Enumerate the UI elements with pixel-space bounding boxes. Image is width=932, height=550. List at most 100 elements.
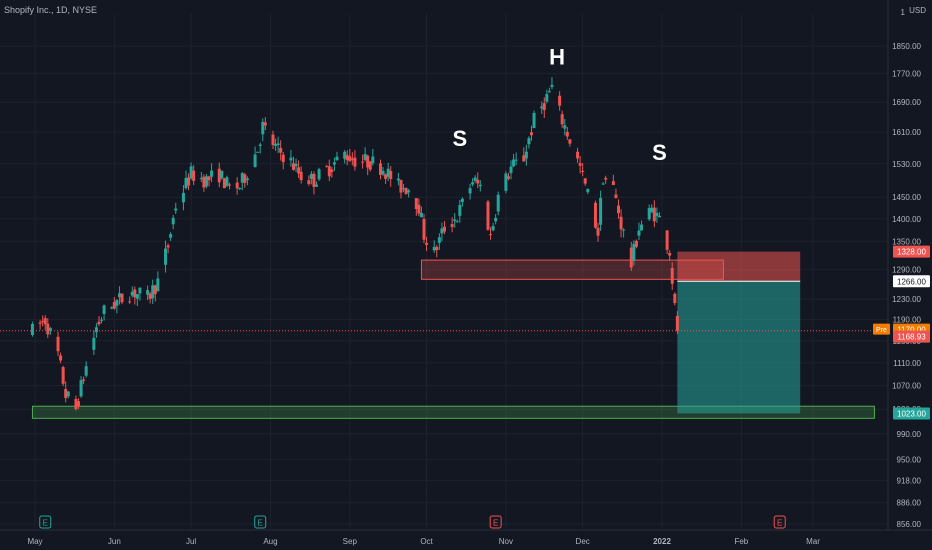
price-axis-tick-label: 1450.00	[892, 193, 921, 202]
candle	[164, 240, 168, 273]
candle	[187, 173, 191, 191]
candle	[174, 202, 178, 215]
candle	[151, 279, 155, 304]
candle	[345, 150, 349, 166]
candle	[425, 236, 429, 251]
candle-body	[560, 114, 564, 125]
candle-body	[294, 163, 298, 167]
zone-support	[31, 405, 875, 419]
candle	[207, 175, 211, 187]
earnings-marker-letter: E	[777, 519, 782, 528]
candle-body	[151, 285, 155, 299]
candle-body	[281, 154, 285, 163]
candle-body	[453, 219, 457, 221]
candle-body	[599, 197, 603, 225]
candle	[407, 188, 411, 198]
price-axis-tick-label: 1290.00	[892, 266, 921, 275]
candle	[189, 162, 193, 180]
candle-body	[238, 187, 242, 189]
candle-body	[384, 174, 388, 179]
candle	[199, 171, 203, 183]
candle	[41, 315, 45, 327]
time-axis-label: Mar	[806, 537, 820, 546]
candle-body	[325, 166, 329, 168]
candle	[471, 178, 475, 187]
pattern-label: H	[549, 45, 565, 70]
candle	[156, 271, 160, 292]
candle-body	[117, 293, 121, 298]
candle-body	[419, 212, 423, 218]
candle-body	[665, 230, 669, 250]
earnings-marker-letter: E	[43, 519, 48, 528]
candle-body	[228, 184, 231, 186]
candle-body	[593, 202, 597, 228]
candle	[238, 187, 242, 191]
candle-body	[611, 181, 615, 186]
candle	[486, 199, 490, 231]
candle-body	[417, 204, 421, 214]
candle-body	[276, 143, 280, 146]
price-axis-tick-label: 1350.00	[892, 237, 921, 246]
candle	[542, 97, 546, 119]
candle	[560, 110, 564, 128]
candle	[568, 138, 572, 147]
candle	[258, 142, 262, 154]
candle-body	[604, 177, 608, 180]
candle-body	[202, 176, 206, 188]
candle-body	[348, 156, 352, 162]
candle	[673, 292, 677, 306]
candle	[599, 190, 603, 231]
candle	[117, 286, 121, 305]
price-tag-box	[893, 275, 930, 288]
price-axis-tick-label: 1850.00	[892, 42, 921, 51]
candle	[135, 293, 139, 307]
time-axis-label: May	[27, 537, 42, 546]
price-tag-value: 1266.00	[897, 277, 926, 286]
candle	[506, 172, 510, 181]
price-tag: 1023.00	[893, 407, 930, 420]
short-position-stop-zone	[677, 251, 801, 282]
candle	[361, 154, 365, 169]
candle-body	[468, 188, 472, 194]
candle-body	[542, 103, 546, 111]
candle	[315, 181, 319, 187]
candle	[432, 240, 436, 253]
price-tag: 1266.00	[893, 275, 930, 288]
candle	[453, 213, 457, 228]
candle	[670, 262, 674, 290]
candle	[593, 200, 597, 229]
candle	[442, 221, 446, 235]
candle	[640, 220, 644, 231]
candle	[97, 316, 101, 327]
candle	[332, 157, 336, 171]
candle-body	[432, 246, 436, 251]
candle-body	[297, 167, 301, 174]
candle	[647, 204, 651, 221]
candle-body	[135, 293, 139, 299]
candle	[153, 284, 157, 302]
candle	[225, 175, 229, 187]
candle-body	[343, 151, 347, 159]
candle	[419, 206, 423, 218]
candle	[417, 198, 421, 217]
candle-body	[309, 173, 313, 179]
candle	[102, 304, 106, 321]
candle-body	[207, 176, 211, 181]
price-tag-pre-text: Pre	[876, 327, 887, 334]
candle-body	[450, 224, 454, 227]
candle-body	[46, 323, 50, 335]
candle-body	[332, 162, 336, 165]
candle	[210, 163, 214, 183]
price-axis: 1856.00886.00918.00950.00990.001030.0010…	[887, 0, 922, 530]
time-axis-label: Feb	[734, 537, 748, 546]
price-axis-tick-label: 1070.00	[892, 382, 921, 391]
candle-body	[640, 224, 644, 231]
candle-body	[614, 194, 618, 198]
candle-body	[675, 315, 679, 331]
candle	[614, 188, 618, 199]
candle	[256, 151, 260, 153]
pattern-label: S	[452, 126, 467, 151]
candle-body	[532, 112, 536, 129]
price-tag-value: 1023.00	[897, 409, 926, 418]
